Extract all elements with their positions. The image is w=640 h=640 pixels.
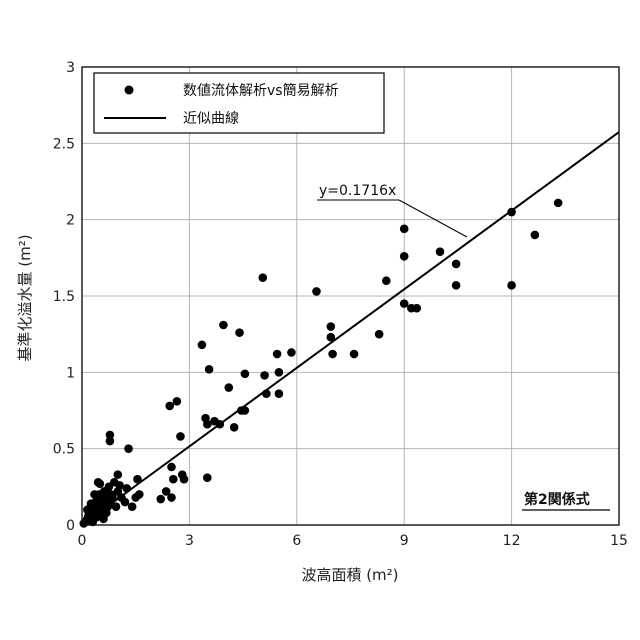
equation-annotation: y=0.1716x (317, 183, 467, 237)
data-point (436, 247, 445, 256)
data-point (287, 348, 296, 357)
data-point (554, 199, 563, 208)
data-point (327, 322, 336, 331)
data-point (241, 406, 250, 415)
data-point (382, 276, 391, 285)
data-point (114, 470, 123, 479)
x-tick-label: 3 (185, 533, 194, 549)
data-point (96, 479, 105, 488)
data-point (275, 389, 284, 398)
data-point (260, 371, 269, 380)
data-point (122, 484, 131, 493)
legend-box (94, 73, 384, 133)
data-point (169, 475, 178, 484)
data-point (452, 281, 461, 290)
x-tick-label: 6 (292, 533, 301, 549)
x-tick-label: 0 (78, 533, 87, 549)
x-tick-label: 15 (610, 533, 628, 549)
relation-stamp-label: 第2関係式 (524, 491, 590, 508)
data-point (230, 423, 239, 432)
data-point (312, 287, 321, 296)
data-point (350, 350, 359, 359)
data-point (106, 437, 115, 446)
data-point (452, 260, 461, 269)
data-point (128, 502, 137, 511)
y-axis-label: 基準化溢水量 (m²) (16, 234, 34, 361)
data-point (400, 299, 409, 308)
data-point (241, 370, 250, 379)
data-point (135, 490, 144, 499)
data-point (156, 495, 165, 504)
data-point (99, 515, 108, 524)
legend: 数値流体解析vs簡易解析 近似曲線 (94, 73, 384, 133)
data-point (275, 368, 284, 377)
data-point (90, 490, 99, 499)
data-point (258, 273, 267, 282)
annotation-leader-line (399, 200, 467, 237)
y-tick-label: 3 (66, 60, 75, 76)
y-tick-label: 1.5 (53, 289, 75, 305)
data-point (273, 350, 282, 359)
data-point (133, 475, 142, 484)
data-point (167, 493, 176, 502)
data-point (167, 463, 176, 472)
data-point (216, 420, 225, 429)
data-point (400, 252, 409, 261)
legend-label-points: 数値流体解析vs簡易解析 (183, 83, 339, 99)
legend-label-line: 近似曲線 (183, 111, 239, 127)
grid (82, 67, 619, 525)
data-point (121, 498, 130, 507)
data-point (203, 473, 212, 482)
data-point (180, 475, 189, 484)
data-point (165, 402, 174, 411)
data-point (327, 333, 336, 342)
y-tick-label: 1 (66, 365, 75, 381)
data-point (375, 330, 384, 339)
equation-label: y=0.1716x (319, 183, 396, 199)
data-point (531, 231, 540, 240)
y-tick-label: 0.5 (53, 442, 75, 458)
data-point (507, 208, 516, 217)
scatter-points (79, 199, 562, 528)
data-point (224, 383, 233, 392)
data-point (205, 365, 214, 374)
data-point (262, 389, 271, 398)
y-tick-label: 2.5 (53, 136, 75, 152)
data-point (400, 225, 409, 234)
y-tick-label: 2 (66, 213, 75, 229)
x-tick-label: 9 (400, 533, 409, 549)
data-point (198, 341, 207, 350)
data-point (412, 304, 421, 313)
data-point (328, 350, 337, 359)
data-point (173, 397, 182, 406)
data-point (507, 281, 516, 290)
relation-stamp: 第2関係式 (522, 491, 610, 510)
y-tick-label: 0 (66, 518, 75, 534)
data-point (219, 321, 228, 330)
data-point (124, 444, 133, 453)
legend-marker-points (125, 86, 134, 95)
data-point (176, 432, 185, 441)
data-point (83, 505, 92, 514)
data-point (112, 502, 121, 511)
x-tick-label: 12 (503, 533, 521, 549)
x-axis-label: 波高面積 (m²) (301, 566, 398, 584)
data-point (235, 328, 244, 337)
